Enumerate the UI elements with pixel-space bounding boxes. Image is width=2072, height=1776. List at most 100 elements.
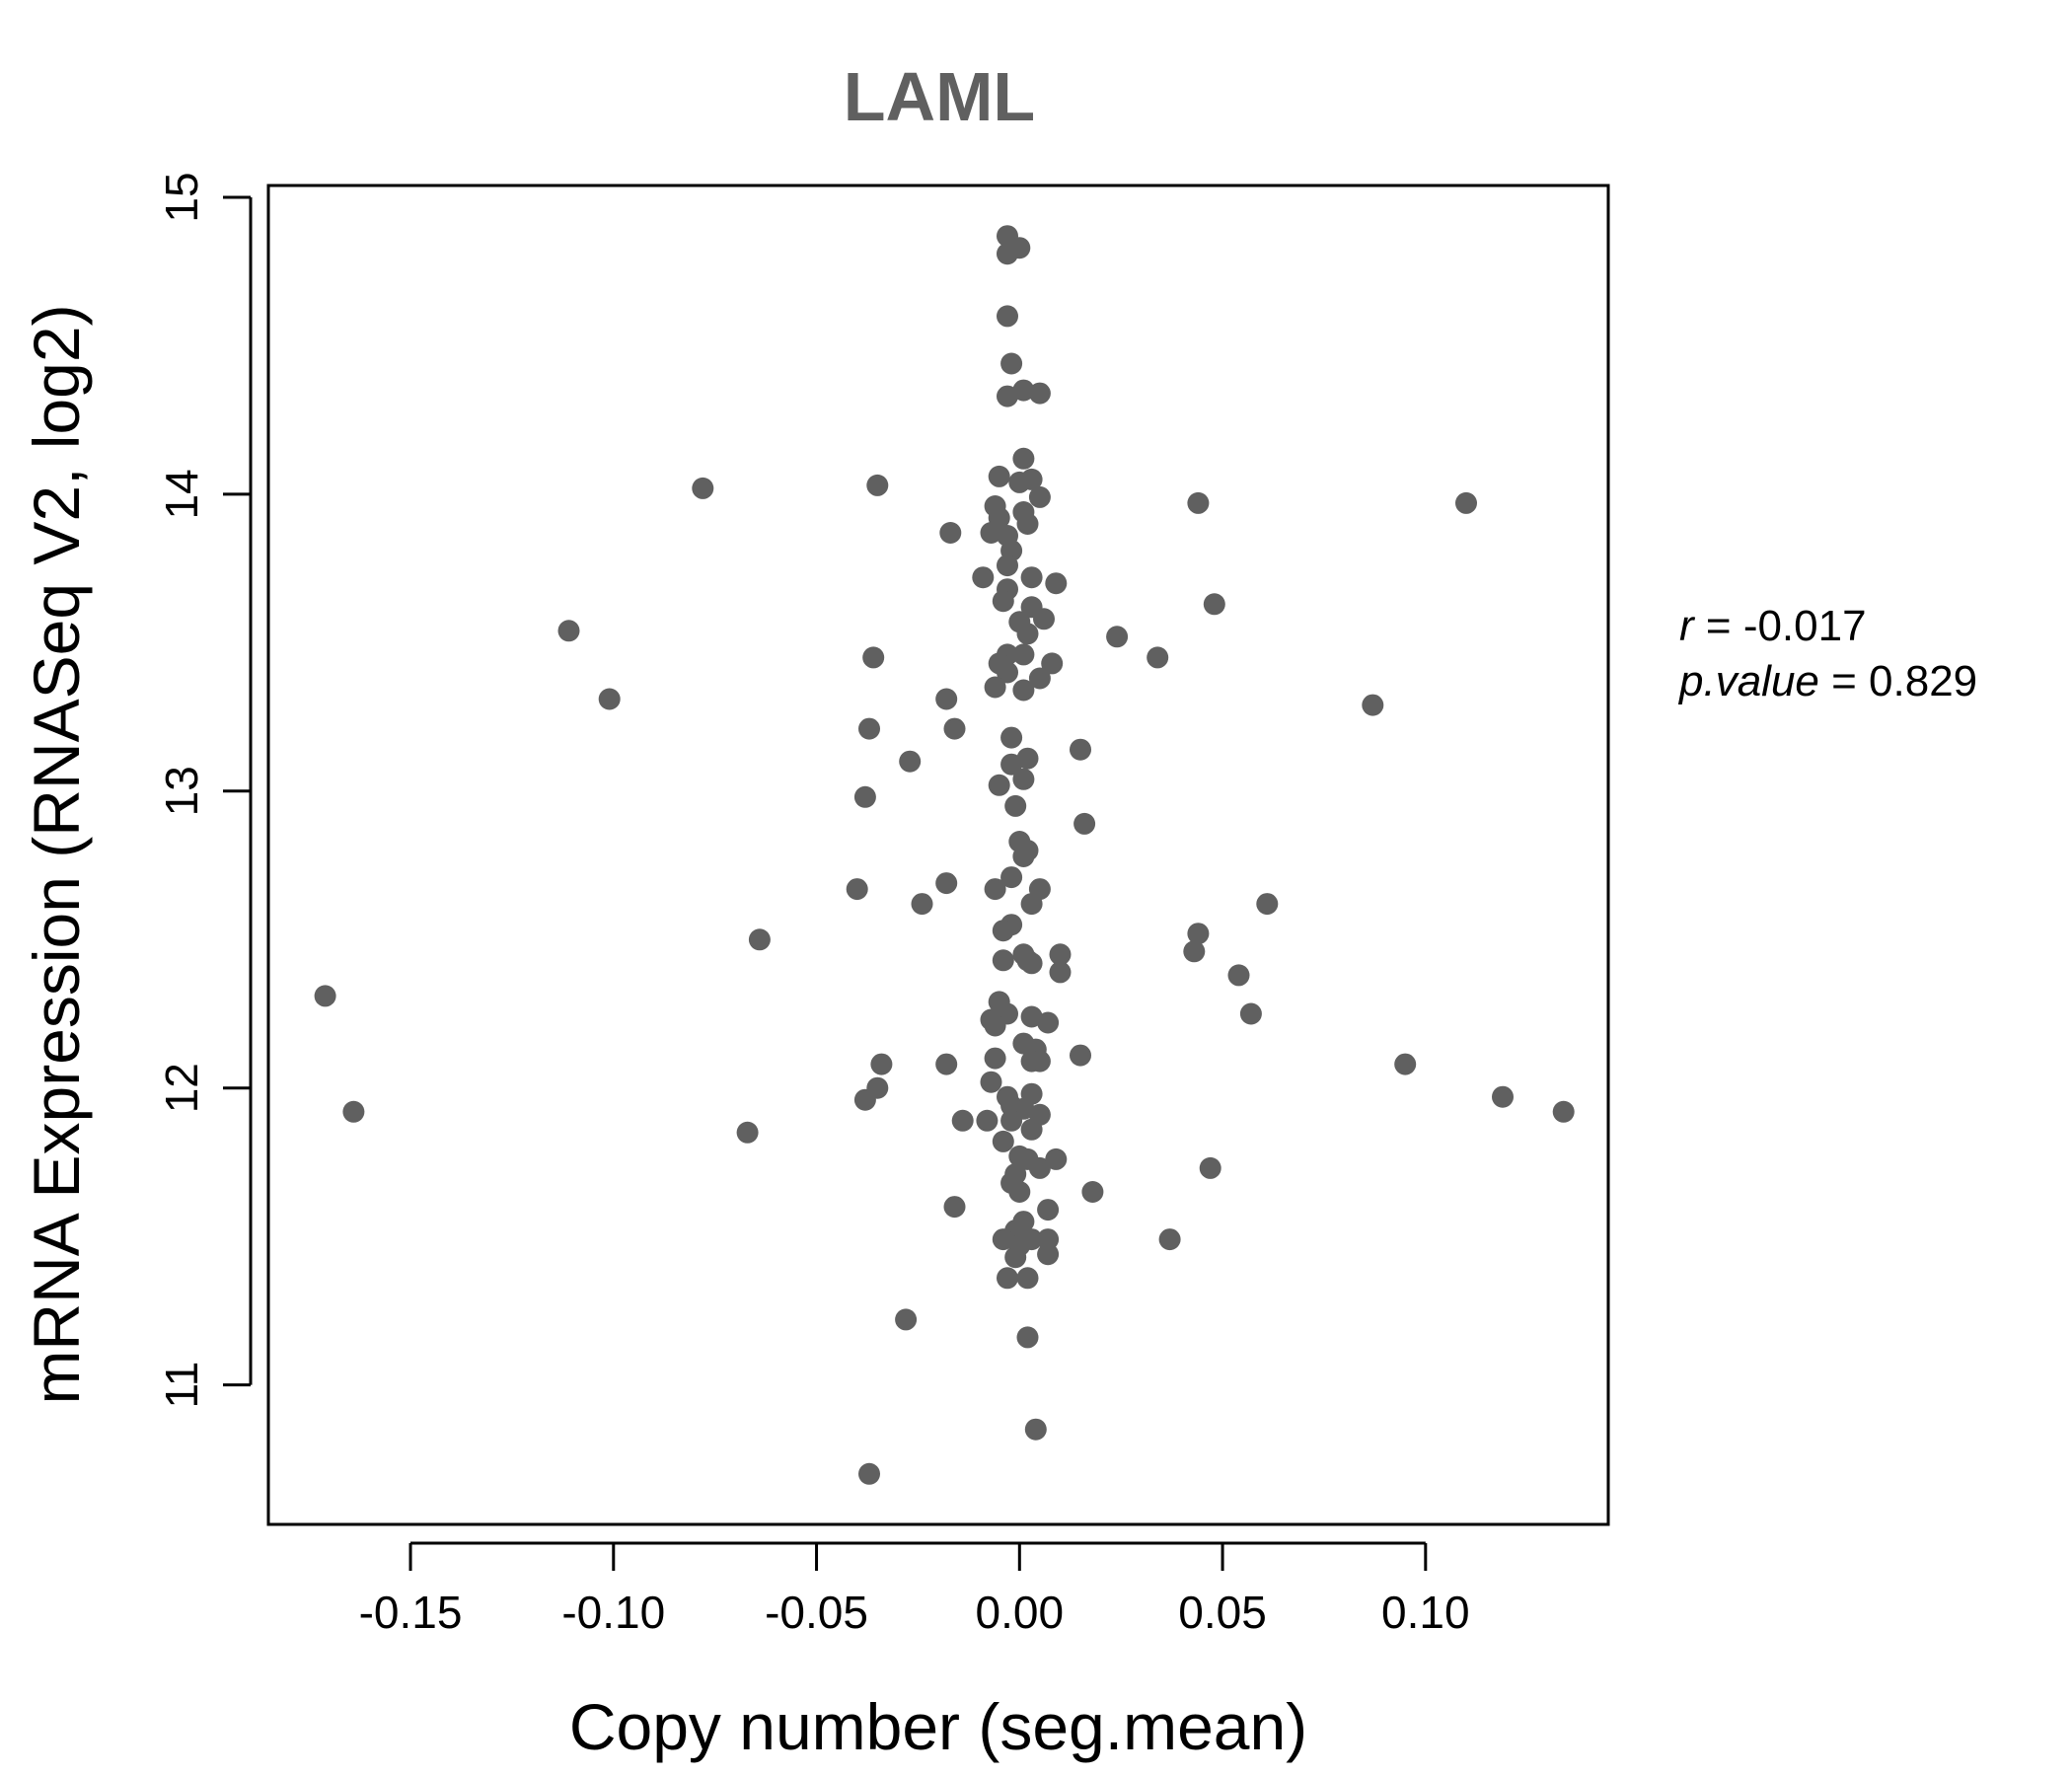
x-tick-label: 0.10	[1381, 1587, 1470, 1638]
data-point-35	[997, 661, 1018, 684]
data-point-22	[1020, 566, 1043, 589]
data-point-134	[1073, 812, 1096, 835]
data-point-128	[1455, 491, 1477, 514]
data-point-109	[858, 717, 880, 740]
data-point-105	[598, 688, 621, 710]
data-point-37	[984, 676, 1006, 699]
data-point-119	[935, 1053, 958, 1075]
y-tick-label: 14	[156, 469, 207, 519]
data-point-124	[943, 1196, 966, 1219]
data-point-87	[1008, 1181, 1031, 1203]
data-point-121	[853, 1088, 876, 1111]
data-point-88	[1037, 1199, 1060, 1221]
data-point-38	[1012, 679, 1035, 702]
data-point-129	[1203, 593, 1225, 616]
r-value: -0.017	[1743, 602, 1867, 650]
data-point-30	[1016, 623, 1039, 645]
data-point-41	[1000, 753, 1023, 776]
data-point-137	[1183, 940, 1206, 963]
data-point-51	[1020, 893, 1043, 916]
data-point-79	[1020, 1118, 1043, 1141]
y-axis-title: mRNA Expression (RNASeq V2, log2)	[20, 304, 93, 1404]
data-point-18	[980, 522, 1002, 544]
data-point-5	[1000, 352, 1023, 375]
data-point-102	[866, 474, 889, 496]
data-point-7	[1028, 382, 1051, 405]
data-point-127	[1187, 491, 1210, 514]
data-point-98	[1016, 1267, 1039, 1290]
data-point-113	[935, 872, 958, 895]
data-point-95	[1004, 1246, 1027, 1269]
data-point-44	[1004, 794, 1027, 817]
data-point-43	[988, 774, 1010, 796]
r-label: r	[1679, 602, 1696, 650]
data-point-58	[1020, 952, 1043, 975]
y-tick-label: 13	[156, 766, 207, 816]
data-point-47	[1012, 846, 1035, 867]
data-point-70	[1028, 1050, 1051, 1073]
data-point-39	[1000, 726, 1023, 749]
data-point-93	[1037, 1228, 1060, 1251]
data-point-32	[1012, 643, 1035, 666]
data-point-118	[870, 1053, 893, 1075]
data-point-4	[997, 305, 1018, 328]
data-point-91	[992, 1228, 1014, 1251]
data-point-12	[1020, 468, 1043, 490]
data-point-80	[992, 1130, 1014, 1152]
data-point-99	[1016, 1326, 1039, 1349]
data-point-28	[1033, 608, 1055, 630]
data-point-9	[1012, 447, 1035, 470]
data-point-97	[997, 1267, 1018, 1290]
data-point-42	[1012, 768, 1035, 790]
data-point-145	[1081, 1181, 1104, 1203]
data-point-108	[943, 717, 966, 740]
data-point-62	[1020, 1005, 1043, 1028]
data-point-107	[935, 688, 958, 710]
data-point-111	[853, 785, 876, 808]
data-point-77	[1000, 1109, 1023, 1132]
data-point-116	[314, 985, 336, 1007]
data-point-100	[1024, 1418, 1047, 1441]
data-point-112	[846, 878, 868, 901]
data-point-83	[1045, 1147, 1068, 1170]
x-tick-label: 0.00	[976, 1587, 1065, 1638]
data-point-131	[1147, 646, 1169, 669]
data-point-3	[997, 243, 1018, 265]
y-tick-label: 15	[156, 172, 207, 222]
x-axis-title: Copy number (seg.mean)	[569, 1690, 1307, 1763]
r-equals: =	[1706, 602, 1743, 650]
correlation-stats: r = -0.017 p.value = 0.829	[1677, 602, 1977, 705]
data-point-48	[1000, 866, 1023, 889]
data-point-34	[1041, 652, 1064, 675]
x-tick-label: -0.05	[765, 1587, 868, 1638]
data-point-106	[862, 646, 885, 669]
data-point-115	[748, 928, 771, 951]
data-point-126	[858, 1462, 880, 1485]
data-point-78	[976, 1109, 999, 1132]
data-point-104	[557, 620, 580, 642]
data-point-117	[342, 1100, 365, 1123]
data-point-123	[736, 1121, 759, 1144]
data-point-24	[1045, 572, 1068, 595]
p-equals: =	[1831, 657, 1869, 705]
data-point-26	[992, 590, 1014, 613]
data-point-64	[1037, 1011, 1060, 1034]
data-point-21	[997, 555, 1018, 577]
data-point-142	[1492, 1085, 1514, 1108]
data-point-13	[1028, 485, 1051, 508]
data-point-49	[984, 878, 1006, 901]
data-point-146	[1158, 1228, 1181, 1251]
r-stat: r = -0.017	[1679, 602, 1867, 650]
data-point-144	[1199, 1156, 1221, 1179]
data-point-10	[988, 465, 1010, 487]
data-point-140	[1070, 1044, 1091, 1067]
y-tick-label: 11	[156, 1362, 207, 1409]
data-point-65	[984, 1014, 1006, 1037]
x-tick-label: -0.15	[359, 1587, 463, 1638]
data-point-135	[1256, 893, 1279, 916]
data-point-139	[1239, 1002, 1262, 1025]
x-tick-label: -0.10	[561, 1587, 665, 1638]
data-point-36	[1028, 667, 1051, 690]
data-point-103	[939, 522, 962, 544]
